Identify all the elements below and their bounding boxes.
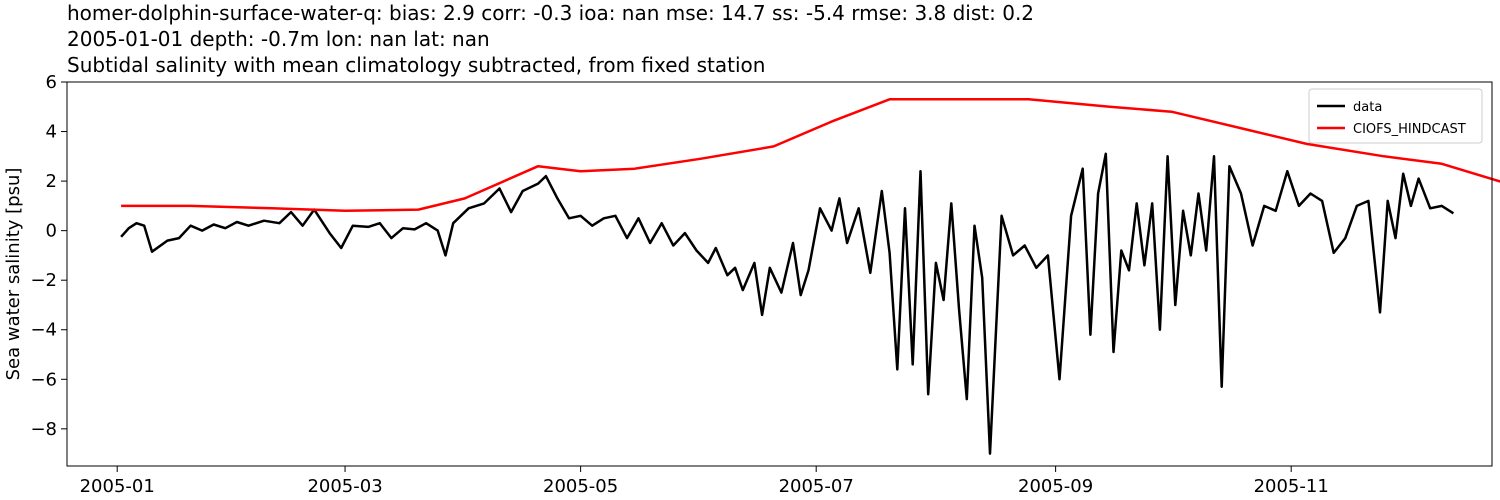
x-tick-label: 2005-11 — [1254, 476, 1329, 497]
x-tick-label: 2005-07 — [779, 476, 854, 497]
legend-box — [1308, 88, 1483, 144]
plot-frame — [66, 81, 1493, 467]
x-tick-label: 2005-03 — [307, 476, 382, 497]
x-tick-label: 2005-05 — [543, 476, 618, 497]
legend: data CIOFS_HINDCAST — [1308, 88, 1483, 144]
axes-layer: 6 4 2 0 −2 −4 −6 −8 2005-01 2005-03 2005-05 2005-07… — [3, 72, 1493, 497]
series-line-data — [120, 152, 1455, 455]
y-tick-label: 2 — [46, 171, 57, 192]
y-tick-label: −6 — [30, 369, 57, 390]
chart-title: homer-dolphin-surface-water-q: bias: 2.9… — [67, 0, 1034, 78]
y-tick-label: 6 — [46, 72, 57, 93]
y-tick-label: −8 — [30, 419, 57, 440]
x-tick-label: 2005-09 — [1018, 476, 1093, 497]
y-tick-label: 4 — [46, 122, 57, 143]
title-line-3: Subtidal salinity with mean climatology … — [67, 53, 766, 77]
y-axis-label: Sea water salinity [psu] — [3, 168, 24, 381]
series-line-ciofs-hindcast — [121, 98, 1500, 213]
y-tick-label: −2 — [30, 270, 57, 291]
legend-label: CIOFS_HINDCAST — [1353, 122, 1466, 137]
y-tick-label: 0 — [46, 221, 57, 242]
x-tick-label: 2005-01 — [80, 476, 155, 497]
title-line-2: 2005-01-01 depth: -0.7m lon: nan lat: na… — [67, 27, 490, 51]
series-layer — [120, 98, 1500, 455]
title-line-1: homer-dolphin-surface-water-q: bias: 2.9… — [67, 1, 1035, 25]
legend-label: data — [1353, 100, 1382, 115]
y-tick-label: −4 — [30, 320, 57, 341]
